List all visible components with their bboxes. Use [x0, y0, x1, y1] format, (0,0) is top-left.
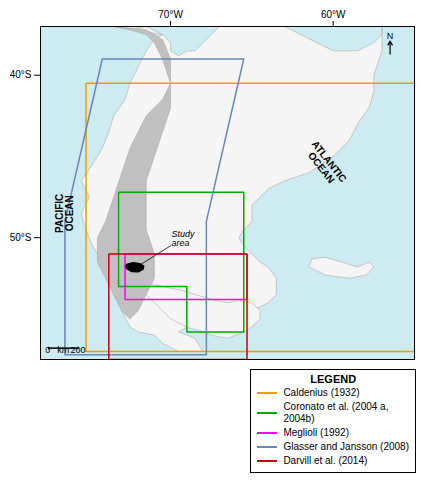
svg-text:ATLANTICOCEAN: ATLANTICOCEAN — [302, 139, 349, 191]
svg-text:70°W: 70°W — [158, 9, 183, 20]
html-text:Coronato et al. (2004 a, 2004b: Coronato et al. (2004 a, 2004b) — [283, 401, 389, 424]
svg-text:0: 0 — [45, 345, 50, 355]
svg-text:40°S: 40°S — [10, 69, 32, 80]
svg-text:200: 200 — [70, 345, 85, 355]
svg-text:Studyarea: Studyarea — [172, 229, 196, 248]
html-text:Caldenius (1932): Caldenius (1932) — [283, 387, 360, 398]
svg-text:60°W: 60°W — [321, 9, 346, 20]
svg-text:PACIFICOCEAN: PACIFICOCEAN — [54, 194, 75, 233]
svg-text:N: N — [387, 31, 394, 41]
svg-text:50°S: 50°S — [10, 232, 32, 243]
html-text:Glasser and Jansson (2008): Glasser and Jansson (2008) — [283, 441, 409, 452]
html-text:Meglioli (1992): Meglioli (1992) — [283, 427, 349, 438]
svg-text:km: km — [57, 345, 69, 355]
html-text:Darvill et al. (2014): Darvill et al. (2014) — [283, 455, 368, 466]
html-text:LEGEND: LEGEND — [310, 373, 357, 385]
